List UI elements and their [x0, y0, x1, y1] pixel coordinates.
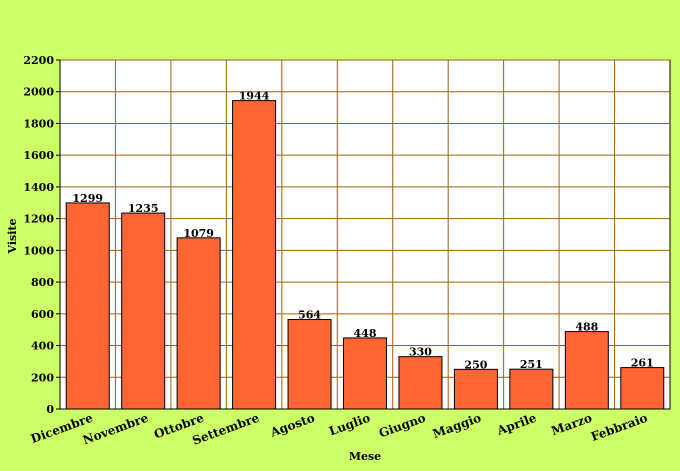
data-label: 488: [575, 321, 598, 334]
bar: [287, 319, 332, 410]
y-tick-label: 2200: [23, 54, 54, 67]
bar: [176, 237, 221, 410]
bar: [65, 202, 110, 410]
y-tick-label: 2000: [23, 86, 54, 99]
bar: [398, 356, 443, 410]
y-tick-labels: 0 200 400 600 800 1000 1200 1400 1600 1800 2000 220…: [23, 54, 60, 416]
data-label: 330: [409, 346, 432, 359]
x-tick-label: Luglio: [327, 411, 372, 439]
x-tick-label: Agosto: [268, 411, 317, 440]
data-label: 1235: [128, 202, 159, 215]
y-axis-title: Visite: [6, 219, 19, 255]
x-tick-label: Maggio: [431, 411, 483, 441]
bar: [564, 331, 609, 410]
bar: [343, 337, 387, 410]
y-tick-label: 1600: [23, 149, 54, 162]
bar: [509, 368, 554, 410]
y-tick-label: 400: [31, 340, 54, 353]
y-tick-label: 1800: [23, 117, 54, 130]
data-label: 1079: [183, 227, 214, 240]
x-tick-label: Marzo: [549, 411, 593, 439]
data-label: 251: [520, 358, 543, 371]
bar: [620, 367, 665, 410]
bar: [453, 368, 498, 410]
x-tick-label: Giugno: [377, 411, 428, 441]
data-label: 261: [631, 357, 654, 370]
data-label: 564: [298, 309, 321, 322]
y-tick-label: 0: [46, 403, 54, 416]
y-tick-label: 1000: [23, 244, 54, 257]
y-tick-label: 200: [31, 371, 54, 384]
data-label: 1944: [239, 90, 270, 103]
bar: [232, 100, 277, 410]
data-label: 448: [354, 327, 377, 340]
data-label: 250: [464, 358, 487, 371]
y-tick-label: 1200: [23, 213, 54, 226]
data-label: 1299: [72, 192, 103, 205]
x-tick-label: Aprile: [494, 411, 538, 439]
y-tick-label: 600: [31, 308, 54, 321]
bar: [121, 212, 166, 410]
y-tick-label: 800: [31, 276, 54, 289]
bars: 1299 1235 1079 1944 564 448 330 250 251 488 261: [65, 90, 665, 410]
x-tick-label: Febbraio: [589, 411, 649, 444]
y-tick-label: 1400: [23, 181, 54, 194]
x-axis-title: Mese: [349, 450, 381, 463]
